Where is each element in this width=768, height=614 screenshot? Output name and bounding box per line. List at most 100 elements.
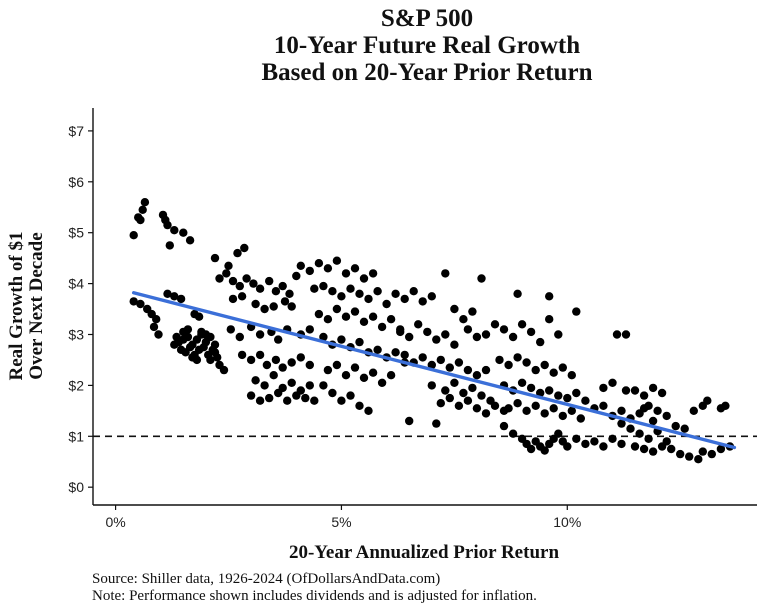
data-point (176, 294, 186, 304)
data-point (432, 419, 441, 428)
y-axis: $0 $1 $2 $3 $4 $5 $6 $7 (68, 123, 93, 495)
data-point (676, 449, 685, 459)
data-point (262, 360, 272, 370)
data-point (536, 388, 545, 398)
data-point (685, 452, 694, 461)
data-point (235, 332, 244, 342)
data-point (472, 404, 482, 413)
data-point (165, 241, 174, 250)
data-point (531, 401, 540, 410)
data-point (540, 409, 549, 418)
data-point (608, 378, 617, 387)
data-point (648, 416, 658, 426)
data-point (495, 355, 504, 365)
data-point (721, 401, 730, 410)
data-point (445, 393, 454, 403)
data-point (377, 378, 387, 387)
data-point (526, 444, 536, 454)
data-point (441, 386, 450, 395)
data-point (269, 371, 278, 380)
data-point (278, 281, 287, 291)
data-point (617, 419, 626, 428)
data-point (328, 287, 337, 296)
data-point (639, 404, 649, 413)
data-point (648, 383, 658, 393)
data-point (255, 396, 265, 405)
data-point (219, 365, 229, 375)
data-point (472, 371, 482, 380)
data-point (549, 404, 558, 413)
data-point (436, 399, 445, 408)
data-point (441, 330, 450, 339)
data-point (454, 401, 464, 410)
data-point (554, 391, 563, 400)
data-point (481, 330, 491, 339)
data-point (657, 442, 667, 451)
data-point (337, 396, 346, 405)
data-point (545, 292, 554, 301)
data-point (400, 350, 409, 360)
data-point (558, 363, 567, 372)
data-point (346, 284, 355, 293)
data-point (499, 421, 509, 431)
y-axis-title-line-2: Over Next Decade (26, 232, 47, 379)
x-tick-label: 5% (331, 514, 351, 530)
data-point (305, 325, 314, 334)
y-tick-label: $6 (68, 174, 84, 190)
data-point (210, 348, 220, 357)
data-point (386, 315, 396, 324)
data-point (472, 332, 482, 342)
data-point (468, 383, 477, 393)
data-point (192, 355, 202, 365)
data-point (319, 281, 328, 291)
data-point (337, 292, 346, 301)
data-point (567, 371, 576, 380)
data-point (283, 396, 292, 405)
data-point (235, 281, 244, 291)
data-point (364, 294, 373, 304)
data-point (163, 289, 172, 298)
data-point (459, 388, 468, 398)
data-point (255, 350, 265, 360)
data-point (183, 325, 193, 334)
data-point (671, 421, 680, 431)
data-point (368, 368, 378, 377)
data-point (545, 315, 554, 324)
data-point (558, 411, 567, 421)
data-point (255, 330, 265, 339)
data-point (477, 391, 486, 400)
data-point (504, 404, 513, 413)
data-point (346, 391, 355, 400)
data-point (468, 307, 477, 316)
data-point (274, 335, 283, 344)
data-point (136, 299, 145, 309)
data-point (170, 292, 179, 301)
data-point (581, 439, 590, 449)
data-point (481, 365, 491, 375)
data-point (323, 315, 333, 324)
data-point (405, 332, 414, 342)
data-point (703, 396, 712, 405)
data-point (405, 416, 414, 426)
data-point (621, 386, 631, 395)
data-point (454, 358, 464, 367)
data-point (280, 297, 290, 306)
data-point (680, 424, 689, 433)
data-point (396, 325, 405, 334)
data-point (545, 386, 554, 395)
data-point (567, 406, 576, 415)
data-point (296, 261, 305, 270)
data-point (332, 360, 342, 370)
data-point (522, 358, 531, 367)
data-point (364, 406, 373, 415)
data-point (667, 444, 676, 454)
data-point (621, 330, 631, 339)
data-point (129, 231, 138, 240)
data-point (287, 378, 296, 387)
data-point (179, 228, 188, 237)
data-point (653, 406, 662, 415)
data-point (427, 360, 436, 370)
y-tick-label: $7 (68, 123, 84, 139)
data-point (648, 447, 658, 456)
